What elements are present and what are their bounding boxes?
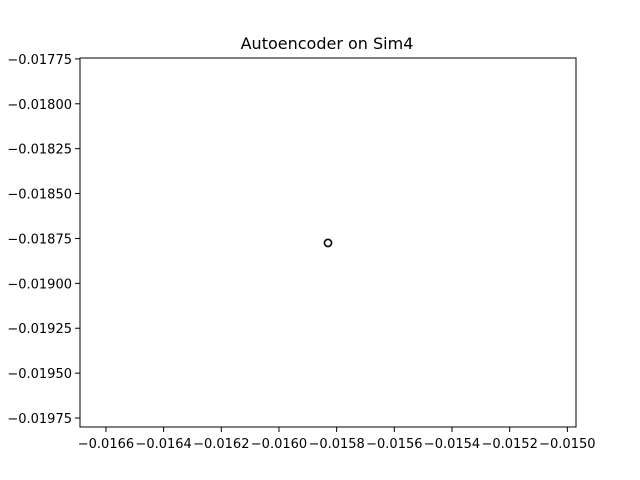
x-tick-label: −0.0166 (78, 437, 134, 452)
data-point (323, 238, 333, 248)
y-tick-label: −0.01850 (7, 188, 72, 203)
axes-frame (79, 57, 577, 428)
y-tick-label: −0.01925 (7, 322, 72, 337)
chart-title: Autoencoder on Sim4 (241, 34, 414, 53)
y-tick-label: −0.01950 (7, 367, 72, 382)
plot-area: −0.0166 −0.0164 −0.0162 −0.0160 −0.0158 −0.01… (7, 53, 595, 452)
y-tick-label: −0.01800 (7, 98, 72, 113)
y-tick-label: −0.01775 (7, 53, 72, 68)
x-tick-label: −0.0156 (366, 437, 422, 452)
x-tick-label: −0.0152 (481, 437, 537, 452)
x-tick-label: −0.0162 (193, 437, 249, 452)
y-tick-label: −0.01875 (7, 232, 72, 247)
x-tick-label: −0.0160 (251, 437, 307, 452)
x-tick-label: −0.0158 (308, 437, 364, 452)
y-tick-label: −0.01975 (7, 412, 72, 427)
y-tick-label: −0.01900 (7, 277, 72, 292)
x-tick-label: −0.0154 (424, 437, 480, 452)
y-tick-label: −0.01825 (7, 143, 72, 158)
x-tick-label: −0.0164 (135, 437, 191, 452)
x-tick-label: −0.0150 (539, 437, 595, 452)
